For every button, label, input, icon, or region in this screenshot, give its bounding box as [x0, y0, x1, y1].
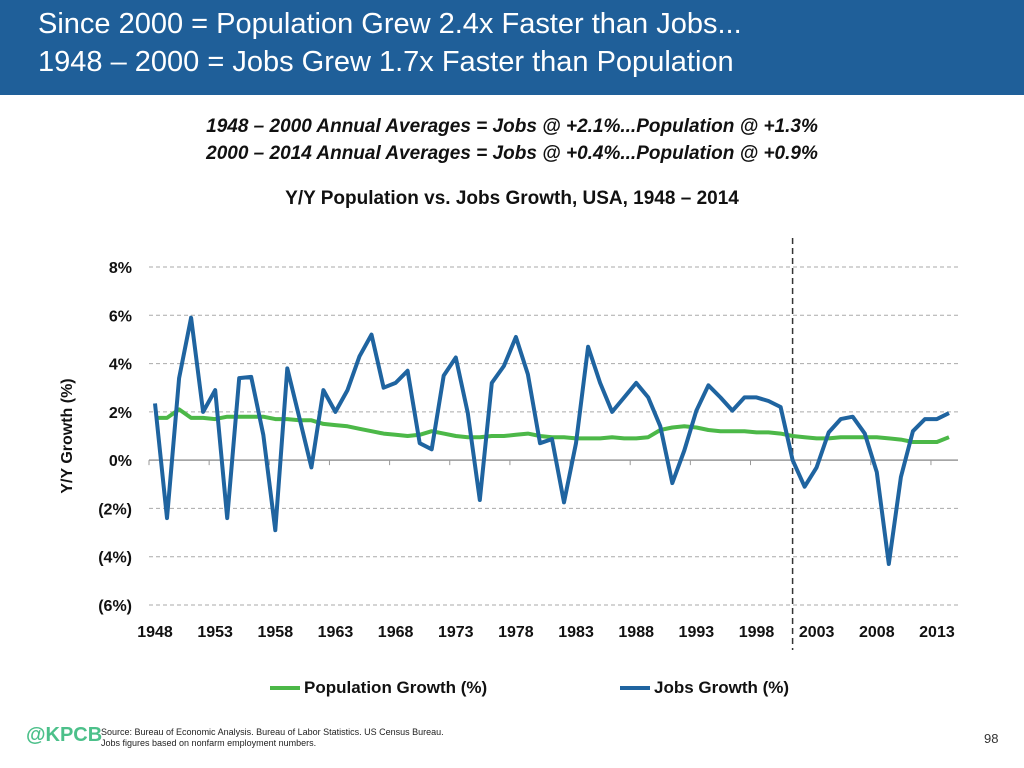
x-tick-label: 2008: [859, 624, 895, 641]
kpcb-logo: @KPCB: [26, 724, 103, 746]
legend-swatch-jobs: [620, 686, 650, 690]
x-tick-label: 1973: [438, 624, 474, 641]
y-tick-label: (2%): [98, 501, 132, 518]
x-tick-label: 1993: [679, 624, 715, 641]
header-line-1: Since 2000 = Population Grew 2.4x Faster…: [38, 8, 742, 40]
y-tick-label: 2%: [109, 405, 132, 422]
y-tick-label: 4%: [109, 357, 132, 374]
source-note: Source: Bureau of Economic Analysis. Bur…: [101, 727, 444, 749]
legend-label-population: Population Growth (%): [304, 678, 488, 697]
legend-item-jobs: Jobs Growth (%): [620, 678, 789, 698]
x-tick-label: 1968: [378, 624, 414, 641]
legend-swatch-population: [270, 686, 300, 690]
x-tick-label: 1978: [498, 624, 534, 641]
legend-item-population: Population Growth (%): [270, 678, 487, 698]
x-tick-label: 2013: [919, 624, 955, 641]
x-tick-label: 1983: [558, 624, 594, 641]
x-tick-label: 1998: [739, 624, 775, 641]
subtitle-line-1: 1948 – 2000 Annual Averages = Jobs @ +2.…: [206, 116, 818, 137]
chart-title: Y/Y Population vs. Jobs Growth, USA, 194…: [285, 188, 739, 209]
x-tick-label: 1953: [197, 624, 233, 641]
subtitle-line-2: 2000 – 2014 Annual Averages = Jobs @ +0.…: [206, 143, 818, 164]
x-tick-label: 1963: [318, 624, 354, 641]
x-tick-label: 1948: [137, 624, 173, 641]
y-tick-label: (6%): [98, 598, 132, 615]
source-line-1: Source: Bureau of Economic Analysis. Bur…: [101, 727, 444, 737]
y-tick-label: (4%): [98, 550, 132, 567]
source-line-2: Jobs figures based on nonfarm employment…: [101, 738, 317, 748]
x-tick-label: 1958: [258, 624, 294, 641]
page-number: 98: [984, 731, 999, 746]
y-tick-label: 0%: [109, 453, 132, 470]
legend-label-jobs: Jobs Growth (%): [654, 678, 790, 697]
y-tick-label: 6%: [109, 308, 132, 325]
x-tick-label: 1988: [618, 624, 654, 641]
slide-header: Since 2000 = Population Grew 2.4x Faster…: [0, 0, 1024, 95]
y-axis-label: Y/Y Growth (%): [59, 378, 76, 493]
jobs-growth-line: [153, 315, 950, 566]
header-line-2: 1948 – 2000 = Jobs Grew 1.7x Faster than…: [38, 46, 734, 78]
y-tick-label: 8%: [109, 260, 132, 277]
x-tick-label: 2003: [799, 624, 835, 641]
